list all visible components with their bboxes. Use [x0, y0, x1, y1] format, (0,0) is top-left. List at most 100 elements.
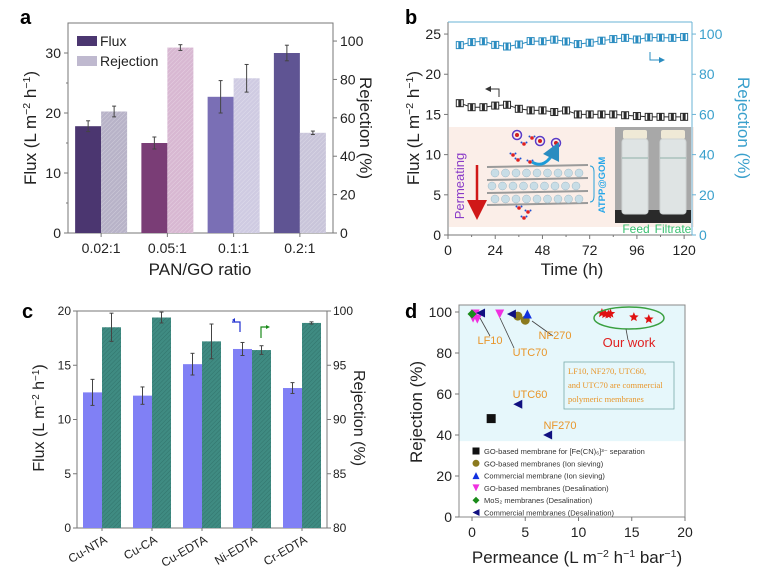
legend-marker — [472, 484, 480, 492]
go-sheet — [486, 164, 589, 168]
water-h — [520, 141, 523, 144]
y2-tick-label: 100 — [333, 304, 353, 318]
flux-bar — [273, 53, 300, 233]
y-tick-label: 20 — [436, 468, 452, 484]
plot-frame — [458, 304, 686, 518]
flux-marker-fill — [470, 103, 474, 111]
rejection-axis-arrow-icon — [649, 52, 665, 63]
triangle-up-data-point — [522, 309, 532, 319]
y-tick-label: 20 — [425, 66, 441, 82]
triangle-down-data-point — [495, 309, 505, 319]
y2-axis-label: Rejection (%) — [350, 370, 367, 466]
nanoparticle — [501, 194, 510, 204]
annotation-utc60: UTC60 — [513, 389, 548, 401]
star-data-point — [605, 308, 616, 318]
nanoparticle — [519, 181, 528, 191]
vial-feed — [621, 138, 649, 215]
rejection-bar-hatch — [167, 47, 194, 233]
y-tick-label: 15 — [425, 106, 441, 122]
rejection-marker-fill — [611, 35, 615, 43]
plot-frame — [67, 22, 334, 234]
y-tick-label: 100 — [429, 304, 453, 320]
water-molecule-icon — [522, 216, 526, 220]
triangle-left-data-point — [476, 308, 486, 318]
water-h — [520, 205, 523, 208]
star-data-point — [644, 314, 654, 324]
rejection-bar-hatch — [252, 350, 271, 528]
nanoparticle — [501, 168, 510, 178]
x-tick-label: 20 — [677, 524, 693, 540]
water-molecule-icon — [526, 210, 530, 214]
nanoparticle — [529, 181, 539, 191]
x-tick-label: Cu-CA — [121, 532, 159, 562]
flux-marker-fill — [599, 110, 603, 118]
legend-label: GO-based membrane for [Fe(CN)₆]³⁻ separa… — [484, 447, 645, 456]
panel-c-chart: 0 5 10 15 20 80 85 90 95 100 Cu-NTA Cu-CA Cu-EDTA Ni-… — [31, 304, 368, 570]
water-h — [509, 152, 512, 155]
y-axis-label: Flux (L m−2 h−1) — [404, 71, 423, 185]
rejection-bar-hatch — [299, 132, 326, 233]
nanoparticle — [532, 168, 542, 178]
flux-marker-fill — [517, 105, 521, 113]
flux-bar — [283, 388, 302, 528]
y-tick-label: 40 — [436, 427, 452, 443]
nanoparticle — [508, 181, 518, 191]
y2-tick-label: 90 — [333, 413, 347, 427]
legend-label: MoS₂ membranes (Desalination) — [484, 496, 593, 505]
flux-marker-fill — [647, 113, 651, 121]
y-axis-label: Flux (L m−2 h−1) — [21, 71, 40, 185]
flux-marker-fill — [659, 113, 663, 121]
rejection-marker-fill — [670, 34, 674, 42]
x-tick-label: 96 — [629, 242, 645, 258]
legend-marker — [472, 509, 480, 516]
flux-marker-fill — [564, 106, 568, 114]
flux-marker-fill — [588, 110, 592, 118]
x-tick-label: 0.05:1 — [148, 240, 187, 256]
water-h — [525, 215, 528, 218]
note-box-line: polymeric membranes — [568, 394, 644, 404]
water-h — [515, 205, 518, 208]
x-tick-label: 15 — [624, 524, 640, 540]
annotation-arrow — [499, 317, 515, 349]
y-tick-label: 20 — [45, 105, 61, 121]
flux-marker-fill — [670, 113, 674, 121]
nanoparticle — [564, 168, 573, 178]
x-tick-label: 5 — [521, 524, 529, 540]
nanoparticle — [522, 168, 531, 178]
y-tick-label: 20 — [58, 304, 72, 318]
rejection-marker-fill — [647, 33, 651, 41]
nanoparticle — [564, 194, 573, 204]
rejection-bar-hatch — [202, 341, 221, 528]
x-axis-label: Time (h) — [541, 260, 604, 279]
x-tick-label: Cu-EDTA — [159, 532, 210, 569]
legend-label-flux: Flux — [100, 33, 126, 49]
panel-label-b: b — [405, 7, 417, 29]
water-h — [520, 215, 523, 218]
flux-bar — [83, 392, 102, 528]
rejection-bar-hatch — [302, 322, 321, 528]
annotation-lf10: LF10 — [477, 335, 502, 347]
nanoparticle — [490, 168, 500, 178]
y-tick-label: 10 — [58, 413, 72, 427]
flux-marker-fill — [576, 110, 580, 118]
legend-swatch-flux — [77, 36, 97, 46]
y2-tick-label: 85 — [333, 467, 347, 481]
rejection-marker-fill — [635, 35, 639, 43]
x-axis-label: Permeance (L m−2 h−1 bar−1) — [472, 548, 682, 567]
rejection-marker-fill — [505, 43, 509, 51]
flux-marker-fill — [552, 108, 556, 116]
y2-tick-label: 95 — [333, 358, 347, 372]
rejection-marker-fill — [659, 34, 663, 42]
x-tick-label: 0.1:1 — [218, 240, 249, 256]
legend-label-rejection: Rejection — [100, 53, 158, 69]
y2-axis-label: Rejection (%) — [734, 77, 753, 179]
x-tick-label: 0.02:1 — [82, 240, 121, 256]
x-tick-label: 10 — [571, 524, 587, 540]
x-tick-label: 24 — [487, 242, 503, 258]
y-tick-label: 5 — [433, 187, 441, 203]
annotation-our-work: Our work — [603, 335, 656, 350]
go-sheet — [486, 190, 589, 194]
water-molecule-icon — [517, 206, 521, 210]
flux-axis-arrow-icon — [485, 86, 500, 97]
